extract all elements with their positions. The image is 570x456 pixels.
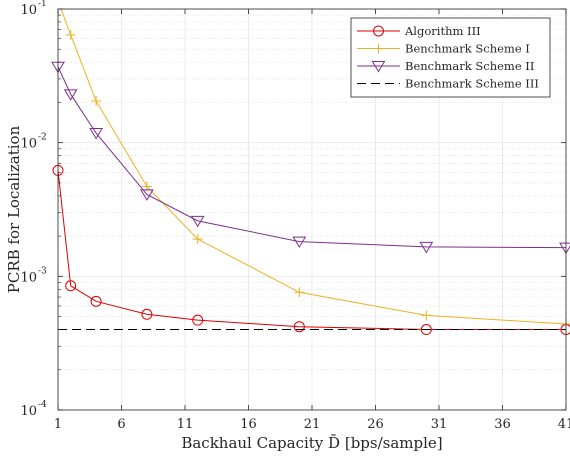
x-tick-label: 36 xyxy=(494,417,511,432)
ticks xyxy=(57,8,567,411)
x-tick-label: 21 xyxy=(304,417,321,432)
y-tick-label-exponent: -2 xyxy=(38,133,47,143)
data-point xyxy=(141,308,153,320)
data-point xyxy=(190,215,205,228)
legend-marker xyxy=(371,61,386,73)
data-point xyxy=(65,29,76,40)
legend: Algorithm III Benchmark Scheme I Benchmark… xyxy=(350,17,551,98)
tick-labels: 161116212631364110-410-310-210-1 xyxy=(20,0,570,432)
y-tick-label-exponent: -3 xyxy=(38,266,47,276)
x-tick-label: 1 xyxy=(54,417,62,432)
y-axis-title: PCRB for Localization xyxy=(5,125,23,293)
x-tick-label: 26 xyxy=(367,417,384,432)
legend-marker xyxy=(373,25,384,37)
data-point xyxy=(90,295,102,307)
x-tick-label: 16 xyxy=(240,417,257,432)
series-line xyxy=(60,9,566,325)
data-point xyxy=(192,234,203,245)
data-point xyxy=(192,314,204,326)
series-3 xyxy=(51,61,570,255)
data-point xyxy=(421,310,432,321)
y-tick-label: 10 xyxy=(20,3,37,18)
data-point xyxy=(63,89,78,101)
series-line xyxy=(58,66,566,249)
series-1 xyxy=(52,164,570,336)
legend-label: Benchmark Scheme III xyxy=(405,77,539,91)
series-2 xyxy=(60,9,570,329)
x-tick-label: 41 xyxy=(558,417,570,432)
data-point xyxy=(293,321,305,333)
y-tick-label: 10 xyxy=(20,137,37,152)
y-tick-label: 10 xyxy=(20,270,37,285)
data-point xyxy=(89,128,103,140)
x-axis-title: Backhaul Capacity D̄ [bps/sample] xyxy=(181,434,442,452)
data-point xyxy=(294,287,305,298)
data-point xyxy=(292,236,307,249)
data-point xyxy=(419,241,434,254)
x-tick-label: 11 xyxy=(177,417,194,432)
y-tick-label-exponent: -4 xyxy=(38,400,47,410)
y-tick-label: 10 xyxy=(20,404,37,419)
x-tick-label: 31 xyxy=(431,417,448,432)
legend-label: Algorithm III xyxy=(404,24,481,38)
legend-label: Benchmark Scheme I xyxy=(405,42,530,56)
legend-marker xyxy=(373,43,384,54)
data-point xyxy=(65,280,77,292)
data-point xyxy=(91,95,102,106)
x-tick-label: 6 xyxy=(117,417,125,432)
series-layer xyxy=(51,9,570,336)
legend-label: Benchmark Scheme II xyxy=(405,59,534,73)
y-tick-label-exponent: -1 xyxy=(38,0,47,9)
data-point xyxy=(140,189,154,201)
data-point xyxy=(420,324,432,336)
